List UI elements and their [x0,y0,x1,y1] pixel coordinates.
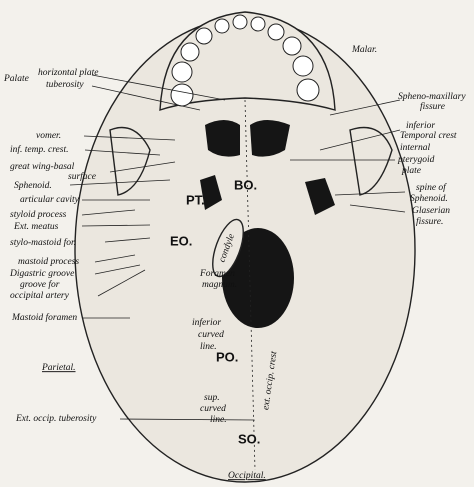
label: line. [210,415,227,425]
region-label: EO. [170,233,192,248]
label: Sphenoid. [14,181,52,191]
region-label: PT. [186,192,205,207]
label: Sphenoid. [410,194,448,204]
label: horizontal plate [38,68,98,78]
label: Malar. [351,45,377,55]
leader-lines [69,74,406,421]
label: magnum. [202,280,237,290]
label: occipital artery [10,291,70,301]
label: plate [401,166,421,176]
label: tuberosity [46,80,84,90]
label: great wing-basal [10,162,75,172]
label: Foramen [199,269,235,279]
label: articular cavity [20,195,80,205]
label: fissure. [416,216,443,227]
label: fissure [420,101,445,112]
label: stylo-mastoid for. [10,237,76,248]
label: line. [200,342,217,352]
label: Palate [3,74,29,84]
label: groove for [20,279,60,290]
label: Spheno-maxillary [398,92,466,102]
label: Ext. occip. tuberosity [15,414,97,424]
label: styloid process [10,210,67,220]
label: Glaserian [412,206,450,216]
label: inferior [192,317,221,328]
label: internal [400,143,430,153]
label: Ext. meatus [13,222,59,232]
label: Temporal crest [400,131,457,141]
label: mastoid process [18,257,79,267]
label: curved [198,330,224,340]
label: inferior [406,120,435,131]
region-label: PO. [216,349,238,364]
label: Occipital. [228,471,266,481]
label: vomer. [36,131,61,141]
label: Parietal. [41,363,76,373]
region-label: BO. [234,177,257,192]
label: Digastric groove [9,269,74,279]
label: Mastoid foramen [11,312,77,323]
region-label: SO. [238,431,260,446]
label: inf. temp. crest. [10,144,68,155]
label: surface [68,171,96,182]
label: pterygoid [397,155,435,165]
label: sup. [204,393,220,403]
label: spine of [416,182,447,193]
skull-drawing [74,11,416,483]
label: curved [200,404,226,414]
